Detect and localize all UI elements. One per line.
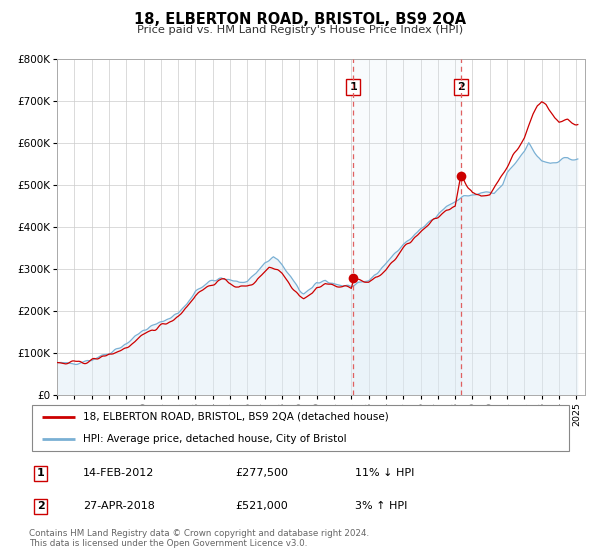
Text: 27-APR-2018: 27-APR-2018 bbox=[83, 501, 155, 511]
Text: 1: 1 bbox=[37, 468, 44, 478]
Text: 1: 1 bbox=[349, 82, 357, 92]
Text: 2: 2 bbox=[37, 501, 44, 511]
Bar bbox=[353, 59, 461, 395]
Text: 14-FEB-2012: 14-FEB-2012 bbox=[83, 468, 154, 478]
Text: £521,000: £521,000 bbox=[235, 501, 288, 511]
Text: 11% ↓ HPI: 11% ↓ HPI bbox=[355, 468, 414, 478]
Text: 2: 2 bbox=[457, 82, 464, 92]
Text: Contains HM Land Registry data © Crown copyright and database right 2024.
This d: Contains HM Land Registry data © Crown c… bbox=[29, 529, 369, 548]
Text: 18, ELBERTON ROAD, BRISTOL, BS9 2QA: 18, ELBERTON ROAD, BRISTOL, BS9 2QA bbox=[134, 12, 466, 27]
Text: HPI: Average price, detached house, City of Bristol: HPI: Average price, detached house, City… bbox=[83, 433, 347, 444]
Text: 3% ↑ HPI: 3% ↑ HPI bbox=[355, 501, 407, 511]
Text: £277,500: £277,500 bbox=[235, 468, 288, 478]
Text: 18, ELBERTON ROAD, BRISTOL, BS9 2QA (detached house): 18, ELBERTON ROAD, BRISTOL, BS9 2QA (det… bbox=[83, 412, 389, 422]
FancyBboxPatch shape bbox=[32, 405, 569, 451]
Text: Price paid vs. HM Land Registry's House Price Index (HPI): Price paid vs. HM Land Registry's House … bbox=[137, 25, 463, 35]
